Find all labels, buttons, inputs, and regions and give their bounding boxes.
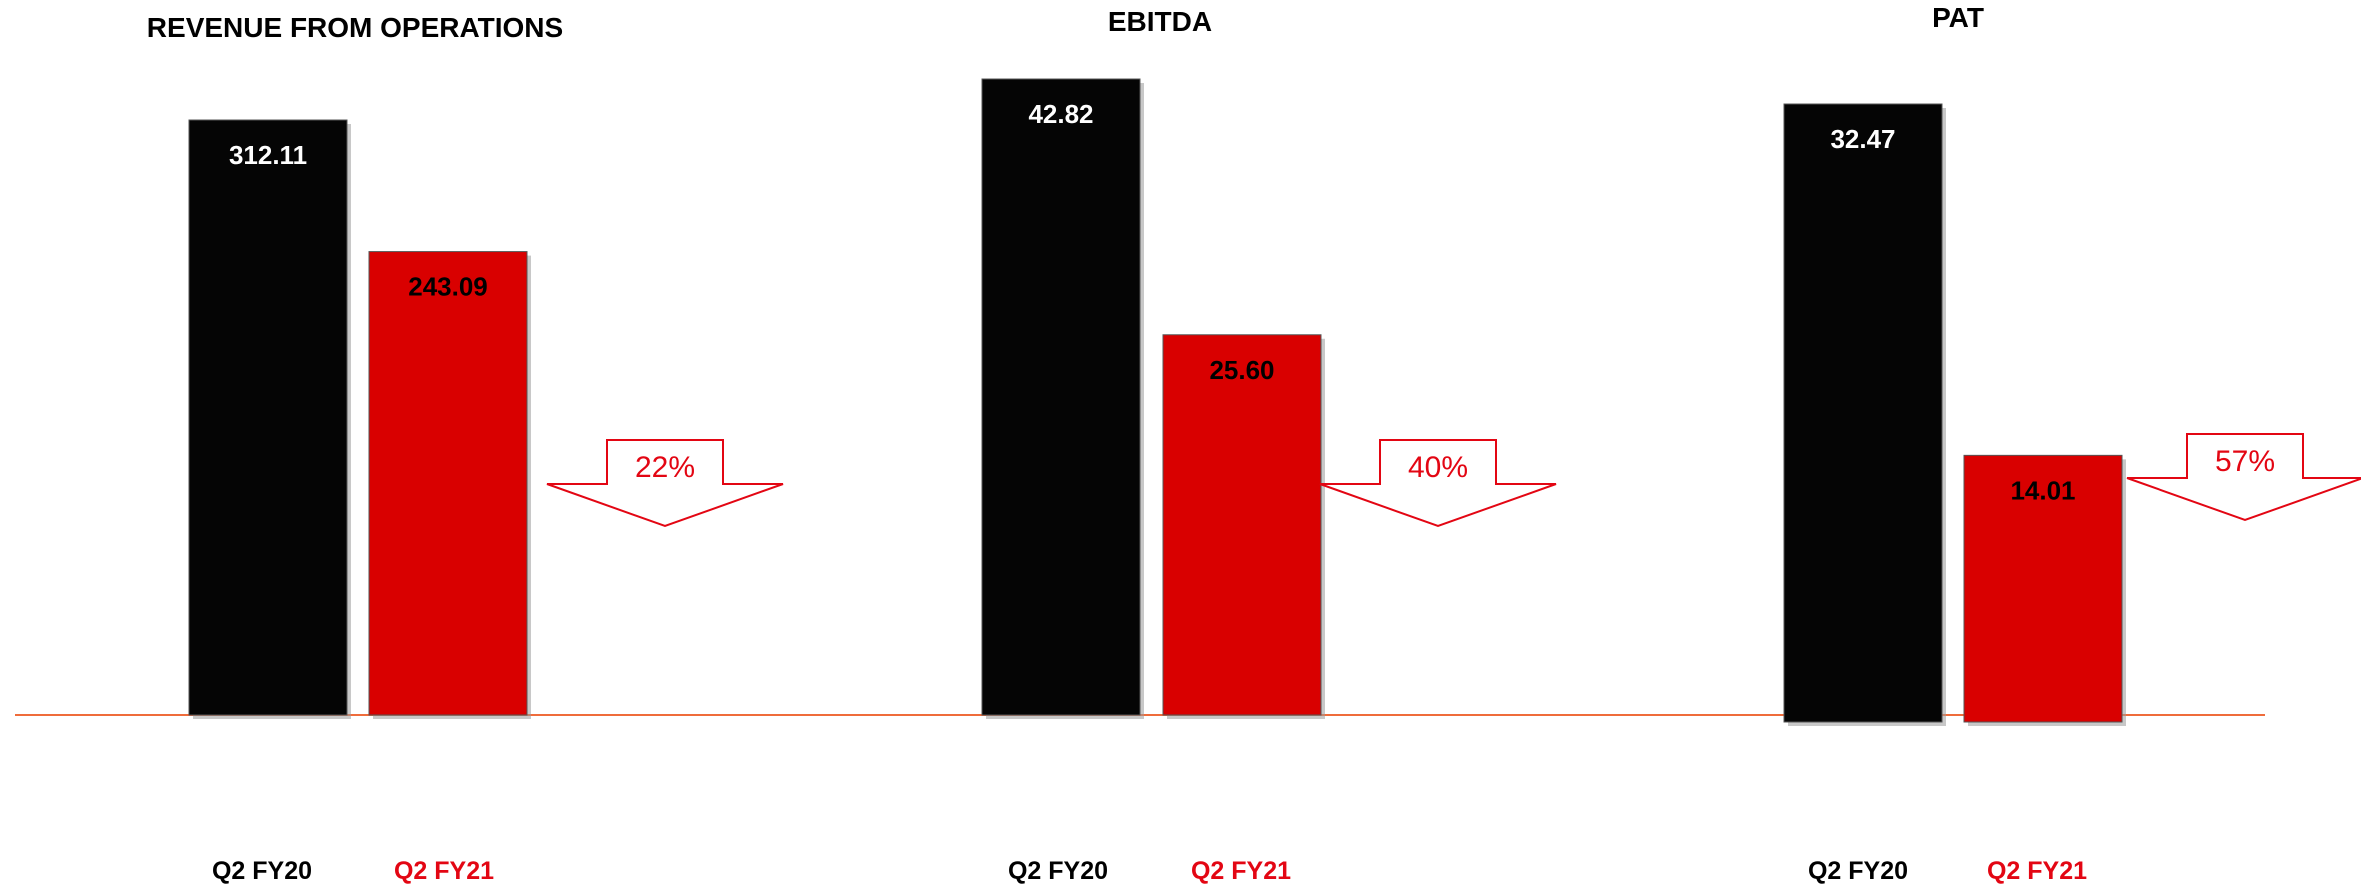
change-label-revenue: 22% (635, 451, 695, 484)
category-label-ebitda-curr: Q2 FY21 (1190, 857, 1292, 885)
category-label-revenue-prev: Q2 FY20 (211, 857, 313, 885)
change-label-ebitda: 40% (1408, 451, 1468, 484)
decline-arrow-pat (2126, 433, 2361, 522)
chart-title-ebitda: EBITDA (1107, 6, 1213, 37)
category-label-pat-curr: Q2 FY21 (1986, 857, 2088, 885)
decline-arrow-revenue (546, 439, 784, 528)
change-label-pat: 57% (2215, 445, 2275, 478)
decline-arrow-ebitda (1319, 439, 1557, 528)
value-label-revenue-prev: 312.11 (229, 140, 307, 170)
bar-revenue-prev (188, 119, 348, 716)
bar-pat-prev (1783, 103, 1943, 723)
chart-title-revenue: REVENUE FROM OPERATIONS (146, 12, 564, 43)
category-label-pat-prev: Q2 FY20 (1807, 857, 1909, 885)
bar-ebitda-prev (981, 78, 1141, 716)
value-label-ebitda-curr: 25.60 (1209, 355, 1274, 385)
category-label-revenue-curr: Q2 FY21 (393, 857, 495, 885)
bar-pat-curr (1963, 454, 2123, 723)
bar-ebitda-curr (1162, 334, 1322, 716)
value-label-pat-curr: 14.01 (2010, 475, 2075, 505)
value-label-ebitda-prev: 42.82 (1028, 99, 1093, 129)
chart-title-pat: PAT (1932, 2, 1984, 33)
value-label-revenue-curr: 243.09 (408, 272, 488, 302)
category-label-ebitda-prev: Q2 FY20 (1007, 857, 1109, 885)
bar-revenue-curr (368, 251, 528, 716)
value-label-pat-prev: 32.47 (1830, 124, 1895, 154)
